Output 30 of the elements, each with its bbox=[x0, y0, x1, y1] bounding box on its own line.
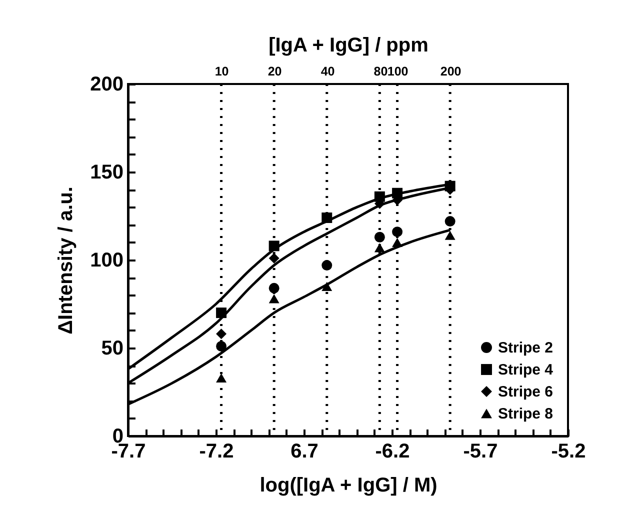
x-tick-label: -5.2 bbox=[551, 440, 586, 462]
legend-label: Stripe 8 bbox=[498, 406, 554, 422]
y-tick-label: 50 bbox=[101, 338, 124, 360]
point bbox=[216, 328, 227, 340]
x2-tick-label: 40 bbox=[320, 64, 335, 78]
point bbox=[392, 226, 403, 238]
point bbox=[444, 230, 456, 240]
y-tick-label: 150 bbox=[90, 162, 124, 184]
x2-axis-title: [IgA + IgG] / ppm bbox=[268, 34, 428, 56]
point bbox=[444, 216, 456, 227]
x-tick-label: -5.7 bbox=[463, 440, 498, 462]
y-axis-title: ΔIntensity / a.u. bbox=[55, 186, 78, 334]
x2-tick-label: 10 bbox=[214, 64, 229, 78]
x-tick-label: -6.2 bbox=[375, 440, 410, 462]
y-tick-label: 100 bbox=[90, 250, 124, 272]
x2-tick-label: 200 bbox=[440, 64, 462, 78]
x2-tick-label: 20 bbox=[268, 64, 282, 78]
x2-tick-label: 80 bbox=[374, 64, 388, 78]
legend-label: Stripe 2 bbox=[498, 340, 554, 356]
x2-tick-label: 100 bbox=[387, 64, 408, 78]
x-tick-label: -7.2 bbox=[199, 440, 234, 462]
legend-label: Stripe 4 bbox=[498, 362, 554, 378]
x-tick-label: 6.7 bbox=[290, 440, 318, 462]
point bbox=[268, 252, 280, 264]
y-tick-label: 200 bbox=[90, 74, 124, 96]
legend-label: Stripe 6 bbox=[498, 384, 554, 400]
x-axis-title: log([IgA + IgG] / M) bbox=[260, 474, 438, 496]
point bbox=[216, 373, 227, 382]
point bbox=[374, 232, 385, 242]
point bbox=[268, 294, 280, 304]
